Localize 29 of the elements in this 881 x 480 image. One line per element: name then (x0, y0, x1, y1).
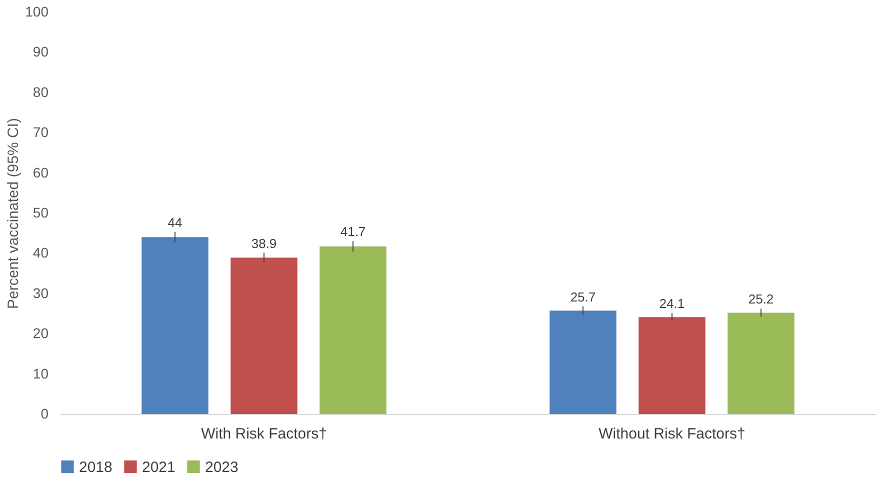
data-label: 24.1 (659, 296, 685, 312)
y-tick-label: 40 (32, 244, 49, 261)
y-tick-label: 60 (32, 164, 49, 180)
y-tick-label: 10 (32, 365, 49, 382)
y-tick-label: 20 (32, 325, 49, 342)
bar (728, 312, 794, 414)
bar (230, 258, 298, 414)
data-label: 41.7 (340, 224, 366, 240)
legend-label: 2018 (79, 458, 112, 476)
y-tick-label: 100 (25, 4, 49, 20)
y-axis-title: Percent vaccinated (95% CI) (5, 118, 22, 309)
bar (638, 317, 706, 414)
legend-label: 2023 (205, 458, 238, 476)
y-tick-label: 80 (32, 84, 49, 100)
x-tick-label: Without Risk Factors† (598, 426, 746, 442)
data-label: 44 (168, 214, 182, 230)
y-tick-label: 50 (32, 204, 49, 220)
y-tick-label: 90 (32, 44, 49, 60)
y-tick-label: 30 (32, 284, 49, 301)
data-label: 38.9 (251, 236, 277, 251)
bar (320, 246, 386, 414)
legend-label: 2021 (142, 458, 176, 476)
bar (142, 237, 208, 414)
y-tick-label: 0 (40, 406, 49, 422)
x-tick-label: With Risk Factors† (201, 426, 327, 442)
data-label: 25.2 (748, 292, 774, 307)
y-tick-label: 70 (32, 124, 49, 140)
bar (550, 310, 616, 414)
data-label: 25.7 (570, 289, 596, 304)
